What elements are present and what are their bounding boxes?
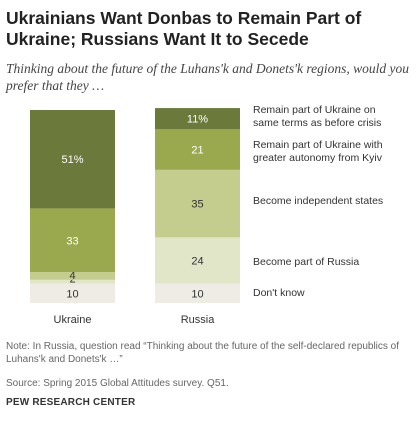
source-note: Source: Spring 2015 Global Attitudes sur… [6, 378, 229, 389]
bar-segment [155, 283, 240, 303]
legend-label: greater autonomy from Kyiv [253, 152, 383, 164]
value-label: 21 [191, 145, 203, 157]
bar-segment [30, 279, 115, 284]
chart-title: Ukrainians Want Donbas to Remain Part of… [6, 8, 362, 49]
footnote: Note: In Russia, question read “Thinking… [6, 341, 400, 365]
bar-segment [30, 110, 115, 209]
value-label: 24 [191, 256, 203, 268]
legend-label: Don't know [253, 287, 305, 299]
legend-label: same terms as before crisis [253, 117, 381, 129]
value-label: 33 [66, 235, 78, 247]
bar-segment [155, 169, 240, 238]
value-label: 10 [66, 288, 78, 300]
legend-label: Remain part of Ukraine on [253, 104, 376, 116]
bar-segment [30, 283, 115, 303]
category-label: Ukraine [54, 314, 92, 326]
bar-segment [155, 108, 240, 130]
organization-credit: PEW RESEARCH CENTER [6, 397, 136, 408]
value-label: 11% [187, 114, 208, 126]
value-label: 4 [69, 270, 75, 282]
value-label: 51% [61, 154, 83, 166]
legend-label: Remain part of Ukraine with [253, 139, 383, 151]
bar-segment [30, 208, 115, 273]
bar-segment [155, 129, 240, 170]
value-label: 35 [191, 199, 203, 211]
legend-label: Become part of Russia [253, 256, 359, 268]
chart-subtitle: Thinking about the future of the Luhans'… [6, 61, 409, 93]
value-label: 10 [191, 288, 203, 300]
legend-label: Become independent states [253, 195, 383, 207]
category-label: Russia [181, 314, 216, 326]
bar-segment [30, 272, 115, 280]
bar-segment [155, 237, 240, 284]
